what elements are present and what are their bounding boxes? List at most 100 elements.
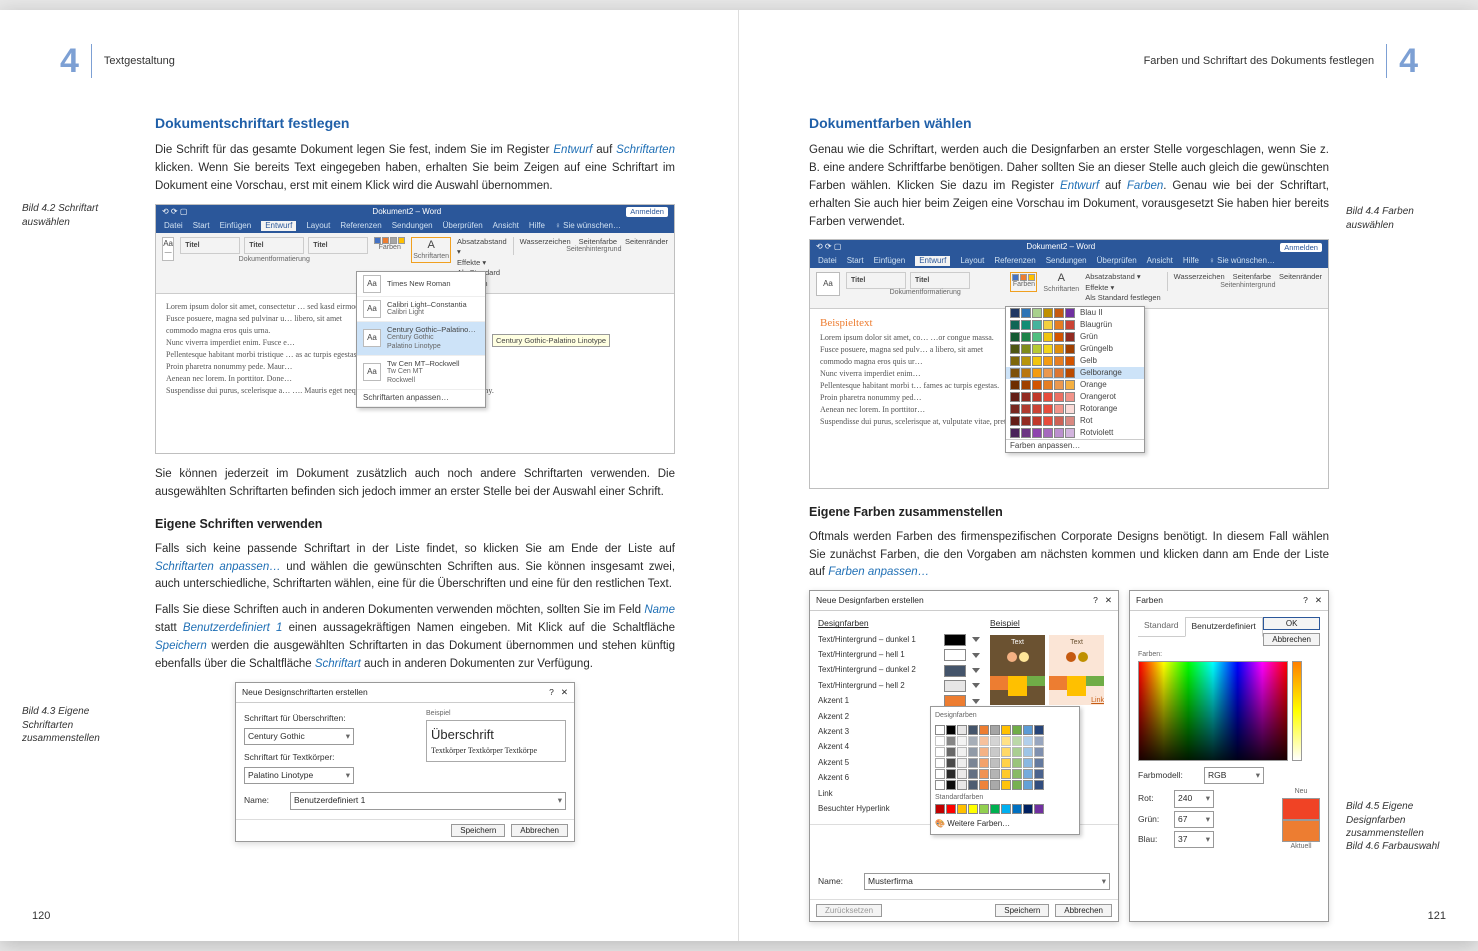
palette-swatch[interactable] [1023, 780, 1033, 790]
ribbon-tab[interactable]: Entwurf [915, 256, 950, 266]
customize-fonts[interactable]: Schriftarten anpassen… [357, 390, 485, 407]
login-button[interactable]: Anmelden [1280, 243, 1322, 252]
ribbon-tab[interactable]: Sendungen [392, 221, 433, 231]
palette-swatch[interactable] [1023, 758, 1033, 768]
ribbon-tab[interactable]: Referenzen [994, 256, 1035, 266]
palette-swatch[interactable] [968, 747, 978, 757]
palette-swatch[interactable] [1023, 769, 1033, 779]
palette-swatch[interactable] [1012, 780, 1022, 790]
palette-swatch[interactable] [957, 725, 967, 735]
color-theme-option[interactable]: Gelborange [1006, 367, 1144, 379]
palette-swatch[interactable] [946, 769, 956, 779]
color-spectrum[interactable] [1138, 661, 1288, 761]
palette-swatch[interactable] [968, 780, 978, 790]
ribbon-tab[interactable]: Hilfe [1183, 256, 1199, 266]
color-theme-option[interactable]: Blau II [1006, 307, 1144, 319]
palette-swatch[interactable] [968, 736, 978, 746]
palette-swatch[interactable] [990, 736, 1000, 746]
cancel-button[interactable]: Abbrechen [1263, 633, 1320, 646]
standard-swatch[interactable] [990, 804, 1000, 814]
standard-swatch[interactable] [979, 804, 989, 814]
palette-swatch[interactable] [990, 725, 1000, 735]
standard-swatch[interactable] [1023, 804, 1033, 814]
palette-swatch[interactable] [1012, 747, 1022, 757]
effects[interactable]: Effekte ▾ [457, 258, 507, 269]
palette-swatch[interactable] [1034, 780, 1044, 790]
hue-bar[interactable] [1292, 661, 1302, 761]
font-option[interactable]: AaTw Cen MT–RockwellTw Cen MTRockwell [357, 356, 485, 390]
color-swatch-button[interactable] [944, 649, 966, 661]
body-font-select[interactable]: Palatino Linotype [244, 767, 354, 784]
color-theme-option[interactable]: Rotorange [1006, 403, 1144, 415]
fonts-button[interactable]: Schriftarten [413, 253, 449, 262]
palette-swatch[interactable] [979, 747, 989, 757]
ok-button[interactable]: OK [1263, 617, 1320, 630]
color-theme-option[interactable]: Orange [1006, 379, 1144, 391]
palette-swatch[interactable] [1034, 769, 1044, 779]
palette-swatch[interactable] [1001, 758, 1011, 768]
font-option[interactable]: AaCentury Gothic–Palatino…Century Gothic… [357, 322, 485, 356]
green-input[interactable]: 67 [1174, 811, 1214, 828]
ribbon-tab[interactable]: Entwurf [261, 221, 296, 231]
ribbon-tab[interactable]: Einfügen [874, 256, 906, 266]
ribbon-tab[interactable]: Einfügen [220, 221, 252, 231]
color-swatch-button[interactable] [944, 680, 966, 692]
color-theme-option[interactable]: Orangerot [1006, 391, 1144, 403]
ribbon-tab[interactable]: Sendungen [1046, 256, 1087, 266]
palette-swatch[interactable] [1001, 725, 1011, 735]
name-field[interactable]: Benutzerdefiniert 1 [290, 792, 566, 809]
palette-swatch[interactable] [1001, 769, 1011, 779]
palette-swatch[interactable] [1001, 747, 1011, 757]
palette-swatch[interactable] [1012, 758, 1022, 768]
palette-swatch[interactable] [957, 736, 967, 746]
ribbon-tab[interactable]: Layout [306, 221, 330, 231]
ribbon-tab[interactable]: Ansicht [1147, 256, 1173, 266]
login-button[interactable]: Anmelden [626, 207, 668, 216]
palette-swatch[interactable] [935, 758, 945, 768]
palette-swatch[interactable] [935, 769, 945, 779]
palette-swatch[interactable] [1012, 769, 1022, 779]
ribbon-tab[interactable]: Ansicht [493, 221, 519, 231]
colors-button[interactable]: Farben [379, 244, 401, 253]
standard-swatch[interactable] [957, 804, 967, 814]
color-swatch-button[interactable] [944, 665, 966, 677]
ribbon-tab[interactable]: Datei [818, 256, 837, 266]
palette-swatch[interactable] [1034, 747, 1044, 757]
color-theme-option[interactable]: Rot [1006, 415, 1144, 427]
palette-swatch[interactable] [935, 736, 945, 746]
color-picker-popup[interactable]: Designfarben Standardfarben 🎨 Weitere Fa… [930, 706, 1080, 835]
color-theme-option[interactable]: Blaugrün [1006, 319, 1144, 331]
cancel-button[interactable]: Abbrechen [1055, 904, 1112, 917]
tab-custom[interactable]: Benutzerdefiniert [1185, 617, 1263, 636]
color-model-select[interactable]: RGB [1204, 767, 1264, 784]
designs-button[interactable]: Aa [816, 272, 840, 296]
close-icon[interactable]: ? ✕ [1093, 594, 1112, 607]
color-theme-dropdown[interactable]: Blau IIBlaugrünGrünGrüngelbGelbGelborang… [1005, 306, 1145, 453]
close-icon[interactable]: ? ✕ [549, 686, 568, 699]
palette-swatch[interactable] [1001, 780, 1011, 790]
palette-swatch[interactable] [1034, 758, 1044, 768]
heading-font-select[interactable]: Century Gothic [244, 728, 354, 745]
palette-swatch[interactable] [990, 769, 1000, 779]
palette-swatch[interactable] [946, 780, 956, 790]
palette-swatch[interactable] [946, 747, 956, 757]
reset-button[interactable]: Zurücksetzen [816, 904, 882, 917]
ribbon-tab[interactable]: Überprüfen [1097, 256, 1137, 266]
palette-swatch[interactable] [1023, 725, 1033, 735]
palette-swatch[interactable] [935, 747, 945, 757]
palette-swatch[interactable] [1023, 736, 1033, 746]
cancel-button[interactable]: Abbrechen [511, 824, 568, 837]
ribbon-tab[interactable]: Datei [164, 221, 183, 231]
palette-swatch[interactable] [1023, 747, 1033, 757]
palette-swatch[interactable] [979, 780, 989, 790]
paragraph-spacing[interactable]: Absatzabstand ▾ [457, 237, 507, 258]
palette-swatch[interactable] [990, 780, 1000, 790]
standard-swatch[interactable] [968, 804, 978, 814]
save-button[interactable]: Speichern [451, 824, 505, 837]
color-theme-option[interactable]: Grün [1006, 331, 1144, 343]
palette-swatch[interactable] [935, 725, 945, 735]
palette-swatch[interactable] [935, 780, 945, 790]
ribbon-tab[interactable]: Start [193, 221, 210, 231]
ribbon-tab[interactable]: Hilfe [529, 221, 545, 231]
palette-swatch[interactable] [957, 758, 967, 768]
